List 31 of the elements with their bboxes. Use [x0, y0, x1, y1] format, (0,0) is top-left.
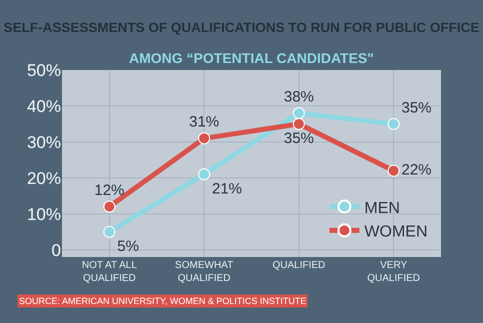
- y-tick-label: 0: [52, 240, 61, 260]
- y-tick-label: 50%: [26, 60, 61, 80]
- data-label: 35%: [402, 99, 432, 116]
- chart-title: SELF-ASSESSMENTS OF QUALIFICATIONS TO RUN FOR PUBLIC OFFICE: [4, 20, 480, 36]
- data-label: 22%: [402, 161, 432, 178]
- data-label: 38%: [284, 88, 314, 106]
- data-label: 35%: [284, 130, 314, 148]
- y-tick-label: 10%: [26, 204, 61, 224]
- point: [198, 132, 210, 144]
- x-tick-label: NOT AT ALL QUALIFIED: [82, 260, 138, 284]
- chart-subtitle: AMONG “POTENTIAL CANDIDATES": [129, 50, 374, 66]
- y-tick-label: 20%: [26, 168, 61, 188]
- legend-label: WOMEN: [364, 224, 428, 241]
- point: [103, 200, 116, 213]
- legend-label: MEN: [364, 200, 400, 217]
- data-label: 21%: [212, 180, 242, 198]
- point: [388, 118, 400, 130]
- point: [103, 226, 116, 238]
- x-tick-label: QUALIFIED: [272, 260, 326, 271]
- y-tick-label: 30%: [26, 132, 61, 152]
- data-label: 12%: [94, 182, 124, 200]
- point: [388, 164, 400, 177]
- point: [292, 118, 305, 130]
- source-note: SOURCE: AMERICAN UNIVERSITY, WOMEN & POLITICS INSTITUTE: [19, 296, 306, 306]
- data-label: 31%: [189, 114, 220, 131]
- x-tick-label: SOMEWHAT QUALIFIED: [175, 260, 234, 284]
- point: [198, 168, 210, 180]
- data-label: 5%: [117, 238, 139, 255]
- y-tick-label: 40%: [26, 96, 61, 116]
- x-tick-label: VERY QUALIFIED: [367, 260, 420, 284]
- point: [292, 107, 305, 120]
